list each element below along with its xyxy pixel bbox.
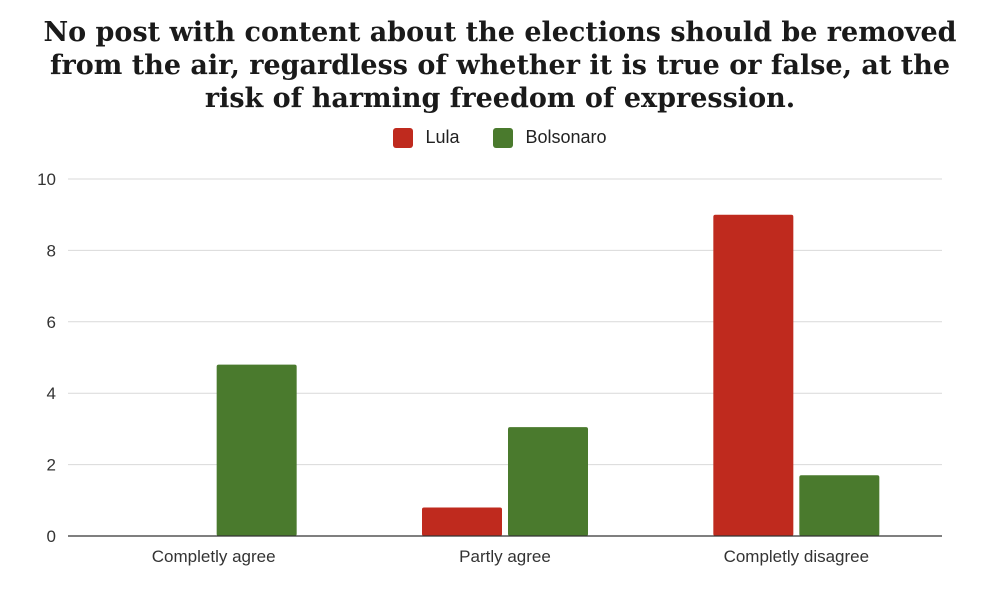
x-tick-label-2: Partly agree	[459, 547, 551, 566]
bar-lula-2	[422, 507, 502, 536]
y-tick-label-4: 4	[47, 384, 56, 403]
y-tick-label-10: 10	[37, 170, 56, 189]
x-tick-label-1: Completly agree	[152, 547, 276, 566]
legend-item-lula[interactable]: Lula	[393, 127, 459, 148]
bar-bolsonaro-3	[799, 475, 880, 536]
bar-bolsonaro-2	[508, 427, 588, 536]
chart-title: No post with content about the elections…	[43, 17, 957, 114]
y-tick-label-6: 6	[47, 313, 56, 332]
x-tick-label-3: Completly disagree	[724, 547, 870, 566]
legend-label-lula: Lula	[425, 127, 460, 147]
bar-lula-3	[713, 214, 794, 536]
y-tick-label-0: 0	[47, 527, 56, 546]
legend: Lula Bolsonaro	[0, 127, 1000, 148]
legend-item-bolsonaro[interactable]: Bolsonaro	[493, 127, 607, 148]
legend-swatch-lula	[393, 127, 414, 148]
legend-label-bolsonaro: Bolsonaro	[525, 127, 607, 147]
y-tick-label-2: 2	[47, 456, 56, 475]
y-tick-label-8: 8	[47, 241, 56, 260]
legend-swatch-bolsonaro	[493, 127, 514, 148]
bar-bolsonaro-1	[216, 364, 297, 536]
